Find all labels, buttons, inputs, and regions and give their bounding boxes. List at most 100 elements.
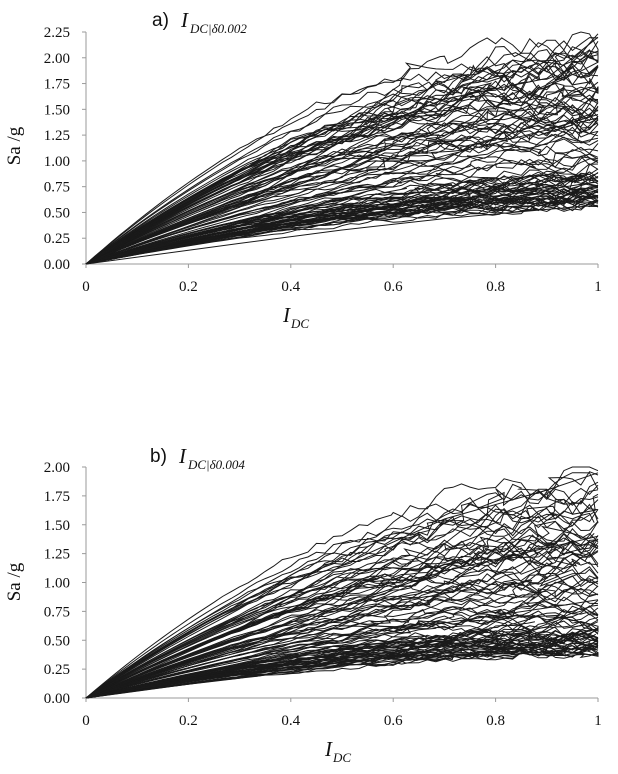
panel-a-axes (85, 32, 598, 265)
series-line (85, 55, 599, 265)
series-line (85, 138, 599, 265)
x-tick-label: 0.8 (486, 713, 505, 729)
series-line (85, 478, 599, 699)
y-tick-label: 0.00 (44, 257, 70, 273)
x-tick-label: 0.4 (281, 713, 300, 729)
series-line (85, 599, 546, 699)
series-line (85, 181, 599, 265)
series-line (85, 187, 599, 265)
series-line (85, 204, 599, 265)
panel-a-title-main: I (180, 8, 189, 32)
series-line (85, 535, 599, 699)
panel-b-series-group (85, 466, 599, 699)
series-line (85, 499, 599, 699)
y-tick-label: 0.25 (44, 231, 70, 247)
y-tick-label: 1.00 (44, 576, 70, 592)
y-tick-label: 0.25 (44, 662, 70, 678)
series-line (85, 124, 599, 265)
series-line (85, 645, 599, 699)
panel-b-chart: b) I DC|δ0.004 Sa /g I DC 0.00 0.25 0.50 0.… (4, 444, 602, 765)
series-line (85, 541, 599, 699)
series-line (85, 580, 599, 699)
series-line (85, 114, 599, 265)
x-tick-label: 0.6 (384, 279, 403, 295)
series-line (85, 509, 599, 699)
x-tick-label: 0 (82, 713, 90, 729)
panel-a-y-axis-label: Sa /g (4, 126, 25, 165)
panel-a-ticks: 0.00 0.25 0.50 0.75 1.00 1.25 1.50 1.75 2.00 2.25… (44, 25, 602, 295)
series-line (85, 37, 599, 265)
series-line (85, 508, 595, 699)
series-line (85, 193, 599, 265)
series-line (85, 627, 599, 699)
y-tick-label: 1.75 (44, 489, 70, 505)
series-line (85, 98, 599, 265)
panel-b-ticks: 0.00 0.25 0.50 0.75 1.00 1.25 1.50 1.75 2.00 0 0.2… (44, 460, 602, 729)
y-tick-label: 0.75 (44, 180, 70, 196)
x-tick-label: 0.4 (281, 279, 300, 295)
series-line (85, 36, 599, 265)
series-line (85, 636, 599, 699)
y-tick-label: 1.75 (44, 77, 70, 93)
panel-b-title-main: I (178, 444, 187, 468)
series-line (85, 500, 599, 699)
y-tick-label: 2.00 (44, 460, 70, 476)
series-line (85, 472, 599, 699)
series-line (85, 587, 599, 699)
series-line (85, 86, 599, 265)
series-line (85, 484, 599, 699)
y-tick-label: 1.50 (44, 102, 70, 118)
y-tick-label: 0.00 (44, 691, 70, 707)
series-line (85, 608, 599, 699)
y-tick-label: 1.00 (44, 154, 70, 170)
x-tick-label: 0.8 (486, 279, 505, 295)
y-tick-label: 0.50 (44, 633, 70, 649)
series-line (85, 149, 599, 265)
series-line (85, 581, 599, 699)
panel-b-x-axis-label-main: I (324, 737, 333, 761)
series-line (85, 46, 599, 265)
series-line (85, 521, 599, 699)
x-tick-label: 0.6 (384, 713, 403, 729)
series-line (85, 633, 599, 699)
series-line (85, 633, 599, 699)
series-line (85, 505, 599, 699)
y-tick-label: 0.50 (44, 205, 70, 221)
series-line (85, 526, 595, 699)
panel-b-letter: b) (150, 446, 167, 467)
series-line (85, 163, 599, 265)
series-line (85, 185, 599, 265)
series-line (85, 191, 599, 265)
y-tick-label: 1.25 (44, 547, 70, 563)
series-line (85, 148, 599, 265)
series-line (85, 65, 599, 265)
series-line (85, 50, 599, 265)
panel-b-x-axis-label-sub: DC (332, 750, 351, 765)
series-line (85, 575, 599, 699)
panel-b-y-axis-label: Sa /g (4, 562, 25, 601)
panel-b-title-sub: DC|δ0.004 (187, 457, 245, 472)
x-tick-label: 0 (82, 279, 90, 295)
y-tick-label: 0.75 (44, 604, 70, 620)
x-tick-label: 1 (594, 713, 602, 729)
y-tick-label: 2.25 (44, 25, 70, 41)
y-tick-label: 1.25 (44, 128, 70, 144)
panel-a-x-axis-label-main: I (282, 303, 291, 327)
series-line (85, 605, 599, 699)
x-tick-label: 1 (594, 279, 602, 295)
series-line (85, 158, 599, 265)
series-line (85, 630, 599, 699)
panel-a-letter: a) (152, 10, 169, 31)
panel-a-title-sub: DC|δ0.002 (189, 21, 247, 36)
series-line (85, 551, 599, 699)
x-tick-label: 0.2 (179, 713, 198, 729)
panel-a-x-axis-label-sub: DC (290, 316, 309, 331)
series-line (85, 578, 599, 699)
series-line (85, 41, 599, 265)
series-line (85, 114, 599, 265)
series-line (85, 49, 595, 265)
series-line (85, 106, 599, 265)
panel-a-chart: a) I DC|δ0.002 Sa /g I DC 0.00 0.25 0.50 0.… (4, 8, 602, 331)
series-line (85, 37, 599, 265)
